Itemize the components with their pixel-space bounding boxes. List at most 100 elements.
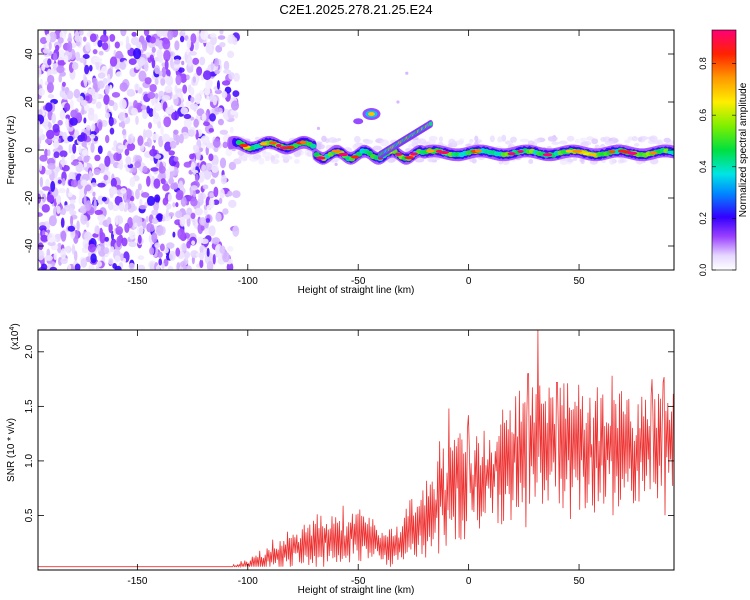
y-tick-label: 1.5 (24, 399, 35, 413)
noise-speckle (140, 105, 148, 110)
noise-speckle (38, 193, 42, 204)
noise-speckle (109, 34, 116, 42)
ridge-haze (654, 139, 662, 145)
noise-speckle (158, 56, 164, 64)
noise-speckle (227, 245, 234, 252)
x-tick-label: 0 (466, 276, 472, 287)
noise-speckle (189, 103, 199, 111)
noise-speckle (199, 217, 207, 226)
noise-speckle (197, 149, 201, 161)
noise-speckle (232, 90, 240, 97)
noise-speckle (177, 228, 185, 240)
noise-speckle (208, 153, 214, 162)
y-tick-label: -40 (24, 238, 35, 253)
noise-speckle (212, 199, 220, 206)
noise-speckle (155, 264, 161, 270)
ridge-haze (414, 157, 425, 163)
noise-speckle (76, 220, 80, 232)
noise-speckle (59, 150, 68, 158)
noise-speckle (153, 178, 161, 189)
noise-speckle (53, 252, 58, 261)
noise-speckle (48, 215, 57, 227)
noise-speckle (205, 218, 211, 223)
ridge-haze (489, 135, 495, 143)
noise-speckle (138, 204, 147, 210)
noise-speckle (108, 223, 113, 234)
noise-speckle (46, 129, 55, 140)
noise-speckle (67, 37, 73, 43)
noise-speckle (79, 57, 86, 63)
ridge-haze (627, 136, 634, 141)
noise-speckle (44, 126, 49, 131)
x-tick-label: 0 (466, 576, 472, 587)
spectrogram-image (38, 30, 674, 270)
noise-speckle (161, 94, 171, 101)
noise-speckle (70, 161, 79, 166)
noise-speckle (172, 202, 176, 208)
noise-speckle (64, 102, 71, 112)
ridge-haze (258, 157, 265, 165)
noise-speckle (126, 88, 135, 97)
noise-speckle (161, 133, 171, 143)
ridge-haze (270, 158, 280, 165)
noise-speckle (109, 84, 113, 91)
noise-speckle (72, 143, 77, 154)
noise-speckle (128, 262, 135, 270)
noise-speckle (193, 144, 200, 154)
snr-y-label: SNR (10 * v/v) (6, 418, 17, 482)
colorbar-tick-label: 0.4 (698, 161, 708, 174)
noise-speckle (167, 30, 174, 41)
ridge-peak (394, 152, 403, 156)
ridge-peak (239, 143, 249, 148)
noise-speckle (67, 135, 74, 142)
noise-speckle (47, 232, 56, 243)
noise-speckle (186, 38, 192, 49)
noise-speckle (69, 99, 74, 110)
ridge-haze (427, 139, 437, 145)
noise-speckle (135, 64, 140, 70)
noise-speckle (119, 98, 127, 110)
noise-speckle (149, 54, 154, 62)
x-tick-label: -150 (127, 576, 147, 587)
noise-speckle (199, 251, 205, 261)
noise-speckle (47, 74, 55, 85)
noise-speckle (173, 156, 179, 162)
ridge-haze (408, 143, 413, 150)
noise-speckle (214, 57, 219, 67)
noise-speckle (208, 127, 215, 133)
noise-speckle (144, 129, 153, 139)
noise-speckle (56, 242, 63, 254)
spectrogram-x-axis: -150 -100 -50 0 50 (127, 30, 585, 287)
noise-speckle (81, 141, 87, 148)
ridge-peak (275, 144, 282, 148)
noise-speckle (175, 74, 182, 86)
noise-speckle (189, 153, 195, 160)
noise-speckle (119, 61, 127, 70)
noise-speckle (97, 182, 106, 188)
noise-speckle (190, 161, 196, 173)
ridge-haze (451, 140, 457, 147)
noise-speckle (56, 65, 65, 74)
noise-speckle (70, 179, 79, 188)
ridge-haze (609, 158, 616, 165)
noise-speckle (113, 152, 122, 162)
noise-speckle (39, 221, 46, 227)
noise-speckle (142, 40, 148, 52)
noise-speckle (225, 147, 233, 157)
ridge-haze (274, 153, 280, 159)
noise-speckle (129, 195, 135, 202)
noise-speckle (161, 62, 166, 68)
noise-speckle (165, 106, 173, 115)
noise-speckle (106, 216, 112, 226)
noise-speckle (168, 164, 175, 172)
ridge-peak (350, 155, 360, 159)
noise-speckle (214, 107, 223, 113)
noise-speckle (38, 67, 42, 78)
noise-speckle (44, 169, 52, 176)
noise-speckle (139, 145, 145, 152)
noise-speckle (163, 50, 171, 62)
noise-speckle (149, 36, 156, 44)
noise-speckle (194, 93, 201, 105)
noise-speckle (93, 199, 97, 211)
noise-speckle (118, 40, 124, 47)
